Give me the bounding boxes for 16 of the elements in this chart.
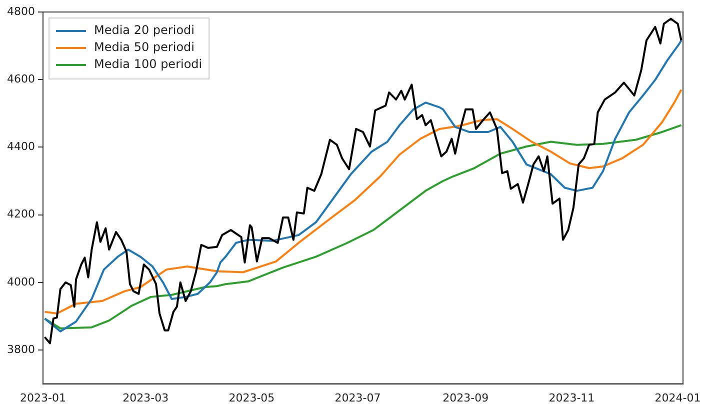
x-tick-label: 2023-11 <box>548 391 595 404</box>
x-tick-label: 2024-01 <box>654 391 701 404</box>
y-tick-label: 4800 <box>6 4 35 18</box>
x-tick-label: 2023-01 <box>20 391 66 404</box>
y-tick-label: 4000 <box>6 275 35 288</box>
y-tick-label: 4200 <box>6 208 35 221</box>
legend-label: Media 20 periodi <box>94 23 194 38</box>
legend-label: Media 50 periodi <box>94 40 194 54</box>
y-tick-label: 4400 <box>6 140 35 154</box>
x-tick-label: 2023-07 <box>334 391 381 404</box>
y-tick-label: 3800 <box>6 342 35 356</box>
x-tick-label: 2023-05 <box>228 391 275 404</box>
x-tick-label: 2023-03 <box>122 391 169 404</box>
legend-label: Media 100 periodi <box>94 57 202 72</box>
y-tick-label: 4600 <box>6 72 35 86</box>
x-tick-label: 2023-09 <box>442 391 489 404</box>
